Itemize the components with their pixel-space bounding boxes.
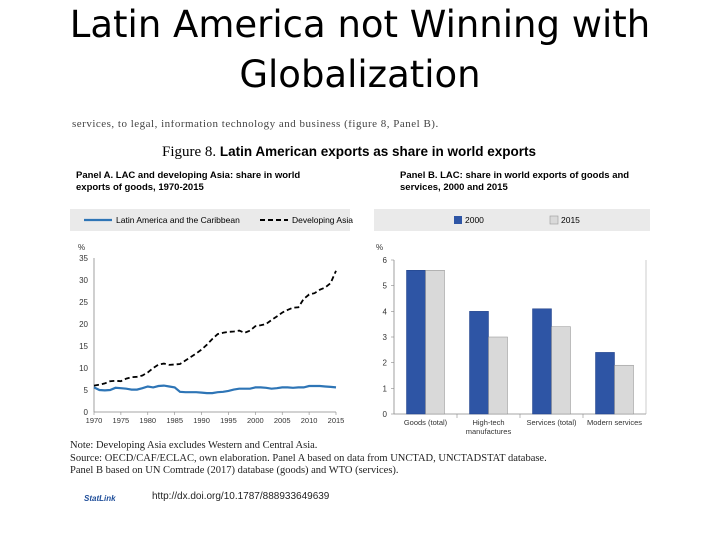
- figure-notes: Note: Developing Asia excludes Western a…: [70, 440, 660, 478]
- panel-a-y-tick-label: 25: [79, 298, 88, 307]
- panel-a-x-tick-label: 1990: [193, 416, 210, 425]
- panel-a-legend: Latin America and the Caribbean Developi…: [70, 209, 353, 231]
- figure-source-line: Panel B based on UN Comtrade (2017) data…: [70, 465, 399, 476]
- statlink-logo: StatLink: [84, 494, 116, 503]
- legend-2000-swatch: [454, 216, 462, 224]
- panel-b-bar-chart: % 0 1 2 3 4 5 6 Goods (total) High-techmanufactur…: [376, 243, 647, 436]
- panel-a-y-tick-label: 10: [79, 364, 88, 373]
- panel-b-y-tick-label: 1: [383, 384, 388, 393]
- panel-b-y-tick-label: 0: [383, 410, 388, 419]
- figure-image: services, to legal, information technolo…: [62, 120, 660, 520]
- panel-a-y-unit: %: [78, 243, 85, 252]
- panel-a-x-tick-label: 2015: [328, 416, 345, 425]
- panel-b-category-label: Services (total): [526, 418, 577, 427]
- figure-title-text: Latin American exports as share in world…: [219, 144, 537, 159]
- bar-2015: [488, 336, 508, 415]
- panel-a-x-tick-label: 1995: [220, 416, 237, 425]
- panel-a-x-tick-label: 1985: [166, 416, 183, 425]
- panel-b-y-tick-label: 2: [383, 359, 388, 368]
- panel-b-legend-swatches: [454, 215, 559, 225]
- panel-a-y-tick-label: 15: [79, 342, 88, 351]
- panel-b-title-text: Panel B. LAC: share in world exports of …: [400, 170, 630, 193]
- panel-a-x-tick-label: 1975: [113, 416, 130, 425]
- figure-title: Figure 8. Latin American exports as shar…: [162, 144, 536, 161]
- panel-b-legend: 2000 2015: [374, 209, 650, 231]
- panel-a-x-tick-label: 1970: [86, 416, 103, 425]
- panel-a-y-tick-label: 0: [84, 408, 89, 417]
- bar-2000: [532, 308, 552, 415]
- panel-b-y-tick-label: 6: [383, 256, 388, 265]
- slide-title: Latin America not Winning with Globaliza…: [69, 3, 651, 96]
- panel-b-y-tick-label: 5: [383, 282, 388, 291]
- panel-a-x-tick-label: 1980: [139, 416, 156, 425]
- panel-a-y-tick-label: 20: [79, 320, 88, 329]
- panel-a-y-tick-label: 5: [84, 386, 89, 395]
- panel-a-y-tick-label: 35: [79, 254, 88, 263]
- series-line-lac: [93, 384, 337, 395]
- panel-b-category-label: Goods (total): [404, 418, 448, 427]
- panel-b-category-label: manufactures: [466, 427, 512, 436]
- bar-2000: [595, 352, 615, 415]
- panel-b-title: Panel B. LAC: share in world exports of …: [400, 170, 640, 194]
- panel-a-title: Panel A. LAC and developing Asia: share …: [76, 170, 316, 194]
- legend-lac-label: Latin America and the Caribbean: [116, 215, 240, 225]
- legend-2015-swatch: [549, 215, 559, 225]
- bar-2015: [551, 326, 571, 415]
- panel-a-x-tick-label: 2010: [301, 416, 318, 425]
- bar-2015: [614, 364, 634, 415]
- figure-header-cut-text: services, to legal, information technolo…: [72, 120, 439, 130]
- figure-number: Figure 8.: [162, 144, 217, 160]
- legend-2000-label: 2000: [465, 215, 484, 225]
- panel-b-category-label: High-tech: [472, 418, 504, 427]
- legend-2015-label: 2015: [561, 215, 580, 225]
- statlink-url[interactable]: http://dx.doi.org/10.1787/888933649639: [152, 491, 330, 502]
- panel-a-line-chart: % 0 5 10 15 20 25 30 35 1970 1975 1980 1985 1990 1995 2…: [78, 243, 345, 425]
- panel-a-x-tick-label: 2000: [247, 416, 264, 425]
- bar-2000: [406, 270, 426, 415]
- panel-b-y-tick-label: 3: [383, 333, 388, 342]
- series-line-developing-asia: [93, 270, 337, 387]
- bar-2000: [469, 311, 489, 415]
- legend-asia-label: Developing Asia: [292, 215, 353, 225]
- figure-source-line: Source: OECD/CAF/ECLAC, own elaboration.…: [70, 452, 547, 464]
- panel-b-y-unit: %: [376, 243, 383, 252]
- panel-b-category-label: Modern services: [587, 418, 642, 427]
- panel-a-title-text: Panel A. LAC and developing Asia: share …: [76, 170, 301, 193]
- panel-b-y-tick-label: 4: [383, 307, 388, 316]
- bar-2015: [425, 270, 445, 415]
- figure-note-line: Note: Developing Asia excludes Western a…: [70, 440, 318, 451]
- panel-a-legend-swatches: [84, 218, 288, 222]
- panel-a-x-tick-label: 2005: [274, 416, 291, 425]
- panel-a-y-tick-label: 30: [79, 276, 88, 285]
